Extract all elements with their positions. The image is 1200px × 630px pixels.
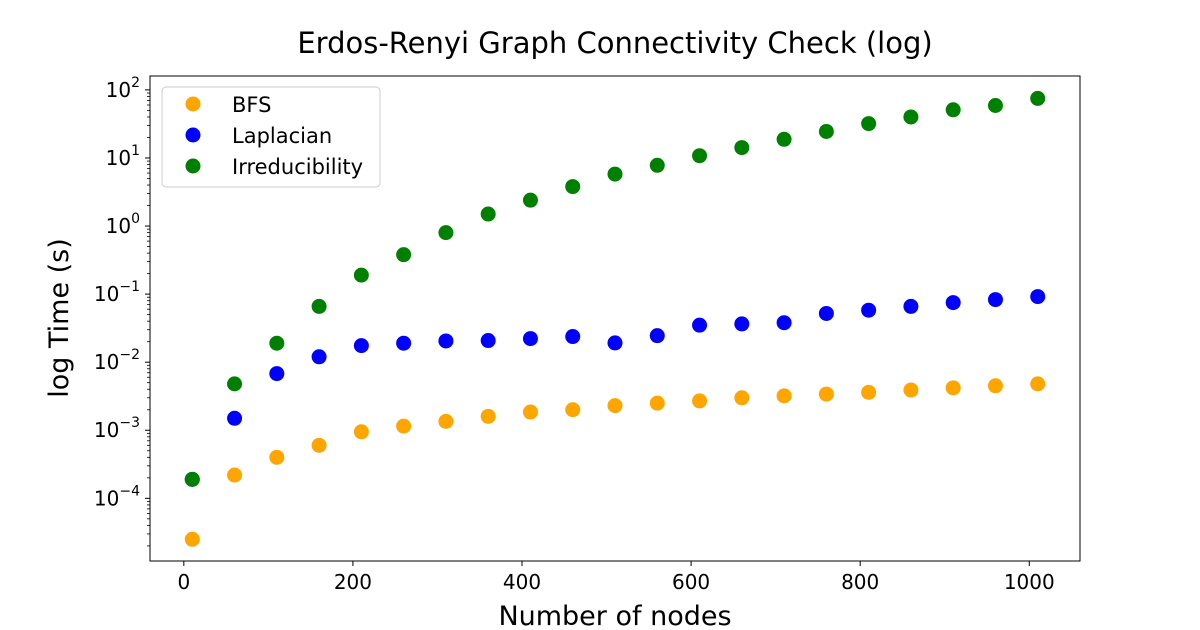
y-tick-label: 10−1 <box>94 279 140 306</box>
point-irreducibility <box>353 267 369 283</box>
legend-label-irreducibility: Irreducibility <box>232 155 363 179</box>
point-bfs <box>649 395 665 411</box>
point-bfs <box>607 398 623 414</box>
y-tick-label: 10−3 <box>94 415 140 442</box>
point-bfs <box>903 382 919 398</box>
point-laplacian <box>311 349 327 365</box>
point-bfs <box>396 418 412 434</box>
point-irreducibility <box>945 102 961 118</box>
x-tick-label: 400 <box>503 570 541 594</box>
point-laplacian <box>818 305 834 321</box>
point-laplacian <box>903 298 919 314</box>
series-bfs <box>184 376 1046 547</box>
point-irreducibility <box>861 116 877 132</box>
legend-marker-bfs <box>185 96 201 112</box>
point-laplacian <box>522 331 538 347</box>
point-bfs <box>861 384 877 400</box>
point-laplacian <box>227 410 243 426</box>
point-bfs <box>987 378 1003 394</box>
point-laplacian <box>438 333 454 349</box>
point-irreducibility <box>438 225 454 241</box>
point-laplacian <box>480 333 496 349</box>
point-bfs <box>734 390 750 406</box>
chart-title: Erdos-Renyi Graph Connectivity Check (lo… <box>297 26 932 60</box>
point-laplacian <box>353 338 369 354</box>
legend: BFS Laplacian Irreducibility <box>161 86 381 188</box>
point-bfs <box>692 393 708 409</box>
point-irreducibility <box>818 123 834 139</box>
point-irreducibility <box>734 140 750 156</box>
point-irreducibility <box>565 179 581 195</box>
y-tick-label: 10−2 <box>94 347 140 374</box>
point-irreducibility <box>184 471 200 487</box>
series-irreducibility <box>184 90 1046 487</box>
y-axis: 10−4 10−3 10−2 10−1 100 101 102 <box>94 75 150 547</box>
point-irreducibility <box>903 109 919 125</box>
point-bfs <box>945 380 961 396</box>
point-irreducibility <box>269 335 285 351</box>
point-bfs <box>184 531 200 547</box>
point-laplacian <box>649 328 665 344</box>
point-bfs <box>480 408 496 424</box>
x-tick-label: 200 <box>334 570 372 594</box>
point-irreducibility <box>987 97 1003 113</box>
point-irreducibility <box>396 247 412 263</box>
x-tick-label: 800 <box>841 570 879 594</box>
point-irreducibility <box>522 192 538 208</box>
x-axis: 0 200 400 600 800 1000 <box>177 561 1055 594</box>
legend-box <box>161 86 381 188</box>
y-tick-label: 102 <box>106 75 140 102</box>
point-laplacian <box>565 329 581 345</box>
series-layer <box>184 90 1046 547</box>
point-irreducibility <box>607 166 623 182</box>
point-irreducibility <box>776 131 792 147</box>
y-axis-title: log Time (s) <box>44 238 75 398</box>
point-bfs <box>522 404 538 420</box>
legend-marker-laplacian <box>185 127 201 143</box>
point-irreducibility <box>227 376 243 392</box>
point-laplacian <box>945 295 961 311</box>
point-laplacian <box>396 335 412 351</box>
point-bfs <box>353 424 369 440</box>
point-laplacian <box>776 315 792 331</box>
y-tick-label: 101 <box>106 143 140 170</box>
point-bfs <box>438 413 454 429</box>
plot-frame <box>149 75 1081 562</box>
point-bfs <box>269 449 285 465</box>
point-laplacian <box>607 335 623 351</box>
point-irreducibility <box>649 157 665 173</box>
point-bfs <box>227 467 243 483</box>
x-tick-label: 0 <box>177 570 190 594</box>
point-bfs <box>1030 376 1046 392</box>
y-tick-label: 100 <box>106 211 140 238</box>
point-laplacian <box>734 316 750 332</box>
point-irreducibility <box>480 206 496 222</box>
point-bfs <box>565 402 581 418</box>
point-bfs <box>776 388 792 404</box>
point-laplacian <box>1030 289 1046 305</box>
point-bfs <box>311 437 327 453</box>
legend-label-bfs: BFS <box>232 93 271 117</box>
point-irreducibility <box>692 148 708 164</box>
point-laplacian <box>269 366 285 382</box>
x-tick-label: 1000 <box>1004 570 1055 594</box>
point-laplacian <box>987 292 1003 308</box>
x-axis-title: Number of nodes <box>498 601 731 630</box>
legend-marker-irreducibility <box>185 158 201 174</box>
point-laplacian <box>861 302 877 318</box>
point-laplacian <box>692 317 708 333</box>
legend-label-laplacian: Laplacian <box>232 124 332 148</box>
point-irreducibility <box>311 298 327 314</box>
y-tick-label: 10−4 <box>94 483 140 510</box>
x-tick-label: 600 <box>672 570 710 594</box>
point-irreducibility <box>1030 90 1046 106</box>
point-bfs <box>818 386 834 402</box>
